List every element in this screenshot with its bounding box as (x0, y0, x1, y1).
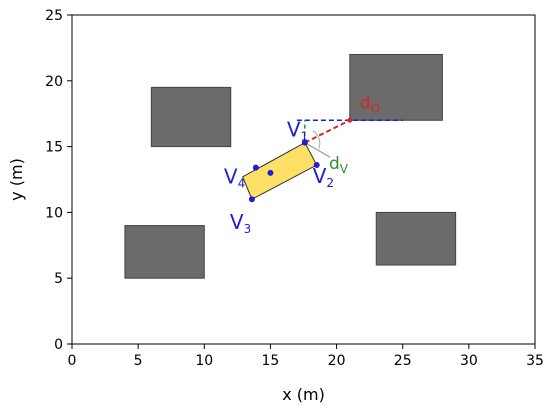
y-axis: 0 5 10 15 20 25 (45, 8, 72, 353)
vertex-3-label: V3 (230, 210, 251, 236)
y-tick-label: 25 (45, 8, 63, 24)
y-tick-label: 10 (45, 205, 63, 221)
y-tick-label: 20 (45, 74, 63, 90)
dv-label: dV (329, 154, 349, 176)
do-label: dO (360, 93, 380, 115)
vehicle (242, 141, 318, 200)
y-tick-label: 0 (54, 337, 63, 353)
y-axis-label: y (m) (7, 158, 26, 201)
x-tick-label: 30 (460, 353, 478, 369)
y-tick-label: 15 (45, 140, 63, 156)
x-axis-label: x (m) (282, 385, 325, 404)
obstacle-3 (124, 225, 205, 279)
obstacle-1 (150, 86, 232, 148)
x-tick-label: 5 (134, 353, 143, 369)
vertex-4-label: V4 (224, 165, 245, 191)
vertex-2-label: V2 (313, 164, 334, 190)
do-point (347, 117, 353, 123)
x-tick-label: 0 (68, 353, 77, 369)
x-tick-label: 35 (526, 353, 544, 369)
x-tick-label: 15 (262, 353, 280, 369)
angle-arc (312, 130, 321, 149)
vertex-1-label: V1 (287, 118, 308, 144)
vertex-3-point (248, 196, 255, 203)
do-line (304, 119, 351, 144)
vertex-2-point (313, 162, 320, 169)
vertex-4-point (252, 164, 259, 171)
x-tick-label: 25 (394, 353, 412, 369)
x-tick-label: 10 (195, 353, 213, 369)
dv-line (304, 142, 331, 158)
y-tick-label: 5 (54, 271, 63, 287)
obstacle-4 (375, 211, 457, 266)
vertex-1-point (301, 139, 308, 146)
x-axis: 0 5 10 15 20 25 30 35 (68, 344, 544, 369)
obstacle-2 (349, 53, 443, 121)
vehicle-center (267, 169, 274, 176)
axes-frame (71, 14, 536, 345)
x-tick-label: 20 (328, 353, 346, 369)
